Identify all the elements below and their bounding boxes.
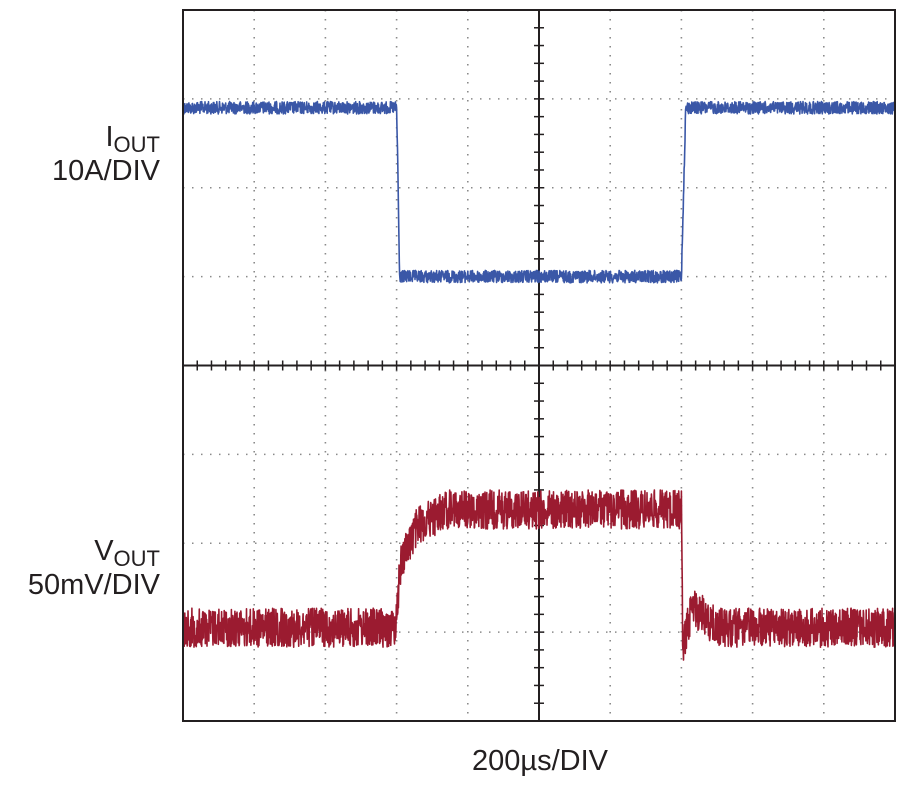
vout-scale: 50mV/DIV xyxy=(27,569,160,601)
traces xyxy=(182,100,896,661)
vout-trace xyxy=(182,489,896,661)
plot-frame xyxy=(182,9,896,722)
vout-label-sub: OUT xyxy=(113,546,160,571)
iout-label-main: I xyxy=(105,121,114,153)
iout-scale: 10A/DIV xyxy=(52,155,160,187)
vout-label: VOUT 50mV/DIV xyxy=(28,534,160,602)
iout-trace xyxy=(182,100,896,284)
vout-label-main: V xyxy=(94,535,114,567)
iout-label-sub: OUT xyxy=(113,132,160,157)
x-axis-label: 200µs/DIV xyxy=(472,745,608,777)
iout-label: IOUT 10A/DIV xyxy=(52,120,160,188)
